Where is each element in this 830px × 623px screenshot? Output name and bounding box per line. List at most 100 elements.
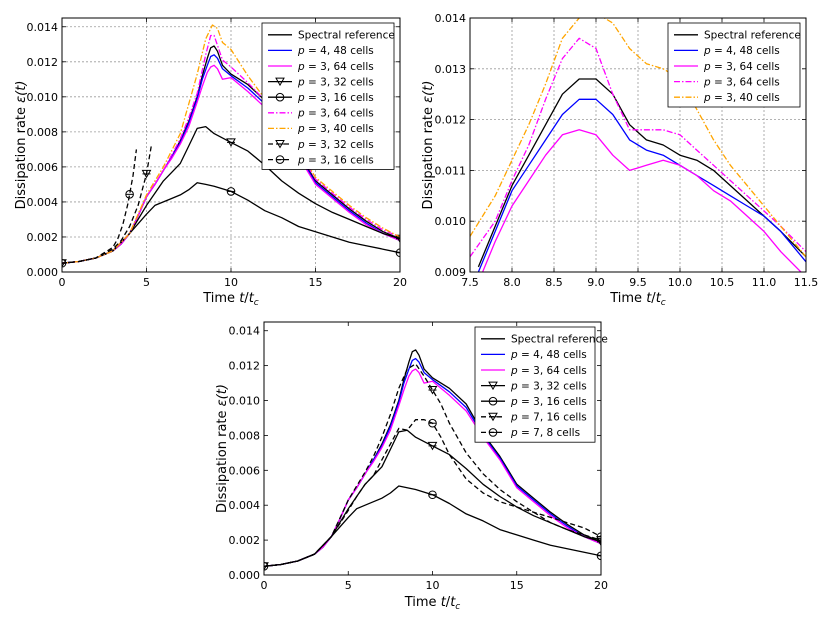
x-tick-label: 10.0 (668, 276, 693, 289)
legend-p: p (703, 92, 711, 104)
x-tick-label: 0 (261, 579, 268, 592)
legend-label-1: Spectral reference (298, 30, 395, 42)
y-tick-label: 0.012 (435, 114, 467, 127)
x-tick-label: 15 (309, 276, 323, 289)
y-tick-label: 0.012 (229, 360, 261, 373)
x-label-t: t (239, 291, 245, 306)
y-tick-label: 0.014 (27, 21, 59, 34)
y-axis-label: Dissipation rate ε(t) (421, 81, 436, 210)
legend-eq: = 3, 16 cells (305, 92, 374, 104)
y-tick-label: 0.000 (27, 266, 59, 279)
series-line-9 (62, 149, 138, 264)
y-tick-label: 0.004 (229, 499, 261, 512)
legend-label-2: p = 4, 48 cells (510, 349, 587, 361)
legend-p: p (297, 139, 305, 151)
y-tick-label: 0.006 (229, 464, 261, 477)
legend-label-4: p = 3, 64 cells (703, 76, 780, 88)
y-tick-label: 0.000 (229, 569, 261, 582)
series-group (62, 24, 400, 268)
x-tick-label: 5 (143, 276, 150, 289)
legend-label-1: Spectral reference (511, 334, 608, 346)
legend-eq: = 3, 64 cells (518, 365, 587, 377)
x-tick-label: 9.5 (629, 276, 647, 289)
y-label-word: Dissipation rate (14, 103, 29, 210)
x-tick-label: 15 (510, 579, 524, 592)
legend-label-3: p = 3, 64 cells (703, 61, 780, 73)
legend-label-5: p = 3, 16 cells (297, 92, 374, 104)
x-tick-label: 8.0 (503, 276, 521, 289)
legend-label-3: p = 3, 64 cells (297, 61, 374, 73)
series-group (264, 349, 601, 571)
y-label-symbol: ε(t) (215, 384, 230, 406)
legend-eq: = 3, 40 cells (711, 92, 780, 104)
series-line-6 (62, 34, 400, 264)
x-label-t2: t (450, 595, 456, 610)
legend-eq: = 4, 48 cells (305, 45, 374, 57)
legend-p: p (510, 396, 518, 408)
x-label-slash: / (651, 291, 656, 306)
legend-p: p (510, 412, 518, 424)
y-tick-label: 0.009 (435, 266, 467, 279)
legend-label-1: Spectral reference (704, 30, 801, 42)
legend-eq: = 3, 32 cells (305, 139, 374, 151)
x-label-t2: t (656, 291, 662, 306)
legend-p: p (297, 92, 305, 104)
x-tick-label: 10 (224, 276, 238, 289)
y-tick-label: 0.004 (27, 196, 59, 209)
y-axis-label: Dissipation rate ε(t) (14, 81, 29, 210)
legend-label-3: p = 3, 64 cells (510, 365, 587, 377)
legend-p: p (297, 108, 305, 120)
series-line-6 (264, 363, 601, 567)
y-tick-label: 0.012 (27, 56, 59, 69)
y-tick-label: 0.014 (435, 12, 467, 25)
y-tick-label: 0.014 (229, 325, 261, 338)
x-tick-label: 9.0 (587, 276, 605, 289)
y-tick-label: 0.010 (27, 91, 59, 104)
legend-box (474, 326, 596, 443)
y-tick-label: 0.002 (229, 534, 261, 547)
x-tick-label: 11.5 (794, 276, 819, 289)
x-axis-label: Time t/tc (609, 291, 666, 308)
legend-label-4: p = 3, 32 cells (297, 76, 374, 88)
x-tick-label: 10.5 (710, 276, 735, 289)
y-tick-label: 0.013 (435, 63, 467, 76)
x-tick-label: 20 (594, 579, 608, 592)
legend-p: p (297, 61, 305, 73)
legend-eq: = 3, 40 cells (305, 123, 374, 135)
legend-eq: = 3, 16 cells (305, 154, 374, 166)
legend-label-2: p = 4, 48 cells (703, 45, 780, 57)
legend-eq: = 3, 32 cells (518, 380, 587, 392)
legend-eq: = 4, 48 cells (711, 45, 780, 57)
x-label-sub: c (455, 602, 460, 612)
x-tick-label: 7.5 (461, 276, 479, 289)
y-label-word: Dissipation rate (421, 103, 436, 210)
series-line-3 (481, 129, 802, 272)
legend-p: p (510, 427, 518, 439)
legend-p: p (703, 61, 711, 73)
chart-2: 7.5 8.0 8.5 9.0 9.5 10.0 10.5 11.0 11.5 0.009 0.01… (421, 12, 818, 308)
y-tick-label: 0.008 (27, 126, 59, 139)
legend-eq: = 3, 16 cells (518, 396, 587, 408)
series-line-7 (62, 24, 400, 264)
legend-label-4: p = 3, 32 cells (510, 380, 587, 392)
x-tick-label: 20 (393, 276, 407, 289)
y-tick-label: 0.011 (435, 164, 467, 177)
legend-label-7: p = 7, 8 cells (510, 427, 580, 439)
legend-eq: = 4, 48 cells (518, 349, 587, 361)
x-label-word: Time (202, 291, 239, 306)
series-line-7 (264, 419, 601, 567)
legend-p: p (703, 45, 711, 57)
legend-eq: = 7, 16 cells (518, 412, 587, 424)
x-tick-label: 10 (426, 579, 440, 592)
legend-label-2: p = 4, 48 cells (297, 45, 374, 57)
legend-p: p (510, 380, 518, 392)
legend-label-8: p = 3, 32 cells (297, 139, 374, 151)
series-line-8 (62, 143, 153, 264)
y-axis-label: Dissipation rate ε(t) (215, 384, 230, 513)
legend-eq: = 3, 64 cells (305, 108, 374, 120)
x-axis-label: Time t/tc (404, 595, 461, 612)
y-tick-label: 0.002 (27, 231, 59, 244)
